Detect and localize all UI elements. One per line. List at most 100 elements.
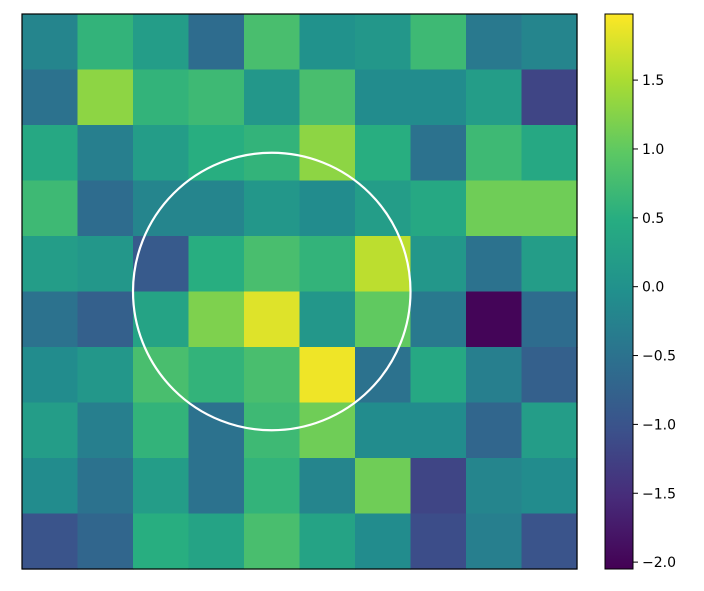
heatmap-cell <box>521 125 578 182</box>
heatmap-cell <box>22 402 79 459</box>
heatmap-cell <box>521 347 578 404</box>
heatmap-cell <box>188 125 245 182</box>
heatmap-cell <box>244 180 301 237</box>
heatmap-cell <box>22 69 79 126</box>
heatmap-cell <box>521 402 578 459</box>
heatmap-cell <box>22 125 79 182</box>
heatmap-cell <box>466 180 523 237</box>
heatmap-cell <box>77 513 134 570</box>
heatmap-cell <box>521 14 578 71</box>
heatmap-cell <box>410 347 467 404</box>
heatmap-cell <box>22 291 79 348</box>
heatmap-cell <box>22 236 79 293</box>
heatmap-cell <box>188 291 245 348</box>
heatmap-cell <box>466 347 523 404</box>
heatmap-cell <box>299 69 356 126</box>
heatmap-cell <box>410 180 467 237</box>
heatmap-cell <box>355 69 412 126</box>
heatmap-cell <box>521 291 578 348</box>
heatmap-cell <box>188 236 245 293</box>
heatmap-cell <box>355 125 412 182</box>
heatmap-cell <box>22 347 79 404</box>
heatmap-cells <box>22 14 578 570</box>
plot-frame <box>21 13 578 570</box>
heatmap-cell <box>355 458 412 515</box>
colorbar-tick-label: 1.5 <box>642 73 664 89</box>
heatmap-cell <box>77 291 134 348</box>
heatmap-cell <box>355 402 412 459</box>
heatmap-cell <box>299 402 356 459</box>
heatmap-cell <box>77 14 134 71</box>
heatmap-cell <box>466 236 523 293</box>
heatmap-cell <box>188 347 245 404</box>
heatmap-cell <box>299 458 356 515</box>
colorbar-tick-label: −1.0 <box>642 417 676 433</box>
heatmap-cell <box>466 69 523 126</box>
heatmap-cell <box>466 402 523 459</box>
heatmap-cell <box>133 14 190 71</box>
heatmap-cell <box>355 14 412 71</box>
heatmap-cell <box>521 236 578 293</box>
colorbar-tick-label: −0.5 <box>642 349 676 365</box>
heatmap-cell <box>410 513 467 570</box>
heatmap-cell <box>299 125 356 182</box>
heatmap-cell <box>188 14 245 71</box>
heatmap-cell <box>77 180 134 237</box>
heatmap-cell <box>77 347 134 404</box>
heatmap-cell <box>133 513 190 570</box>
heatmap-cell <box>22 513 79 570</box>
heatmap-cell <box>299 236 356 293</box>
heatmap-cell <box>521 69 578 126</box>
heatmap-cell <box>299 14 356 71</box>
heatmap-cell <box>521 458 578 515</box>
heatmap-cell <box>521 513 578 570</box>
heatmap-cell <box>355 513 412 570</box>
heatmap-cell <box>133 402 190 459</box>
heatmap-cell <box>410 14 467 71</box>
colorbar-tick-label: −2.0 <box>642 555 676 571</box>
heatmap-cell <box>299 347 356 404</box>
heatmap-cell <box>188 458 245 515</box>
heatmap-cell <box>133 236 190 293</box>
heatmap-cell <box>410 458 467 515</box>
heatmap-cell <box>244 14 301 71</box>
colorbar-tick-label: −1.5 <box>642 486 676 502</box>
colorbar-tick-label: 0.5 <box>642 211 664 227</box>
annotation-circle <box>131 151 412 432</box>
heatmap-cell <box>77 458 134 515</box>
heatmap-cell <box>410 69 467 126</box>
heatmap-cell <box>77 125 134 182</box>
heatmap-cell <box>410 125 467 182</box>
heatmap-cell <box>188 180 245 237</box>
heatmap-cell <box>521 180 578 237</box>
heatmap-cell <box>299 513 356 570</box>
heatmap-cell <box>22 14 79 71</box>
heatmap-cell <box>299 180 356 237</box>
heatmap-cell <box>77 402 134 459</box>
heatmap-cell <box>466 513 523 570</box>
heatmap-cell <box>466 458 523 515</box>
heatmap-cell <box>77 69 134 126</box>
heatmap-cell <box>244 347 301 404</box>
heatmap-cell <box>410 236 467 293</box>
heatmap-cell <box>466 14 523 71</box>
heatmap-cell <box>133 291 190 348</box>
colorbar <box>604 13 634 570</box>
heatmap-cell <box>244 291 301 348</box>
heatmap-cell <box>133 458 190 515</box>
colorbar-ticks: −2.0 −1.5 −1.0 −0.5 0.0 0.5 1.0 1.5 <box>633 73 676 571</box>
heatmap-cell <box>244 513 301 570</box>
heatmap-cell <box>77 236 134 293</box>
heatmap-cell <box>410 291 467 348</box>
heatmap-cell <box>299 291 356 348</box>
heatmap-cell <box>244 236 301 293</box>
heatmap-cell <box>466 291 523 348</box>
colorbar-tick-label: 0.0 <box>642 280 664 296</box>
heatmap-cell <box>188 513 245 570</box>
heatmap-cell <box>188 69 245 126</box>
heatmap-cell <box>22 458 79 515</box>
heatmap-cell <box>133 69 190 126</box>
heatmap-cell <box>244 69 301 126</box>
heatmap-cell <box>22 180 79 237</box>
